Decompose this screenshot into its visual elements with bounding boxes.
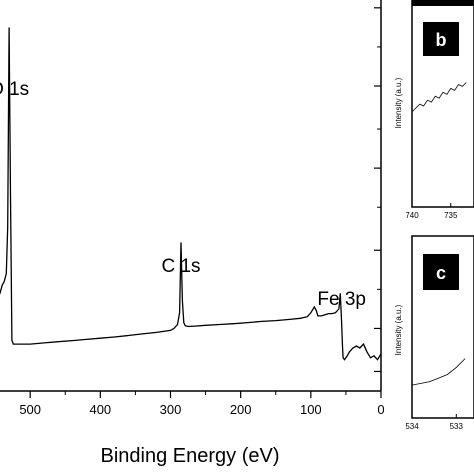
peak-annotation: C 1s: [161, 256, 200, 277]
inset-x-tick-label: 740: [405, 211, 419, 220]
peak-annotation: O 1s: [0, 79, 29, 100]
main-right-y-ticks: [374, 7, 381, 373]
inset-b-y-label: Intensity (a.u.): [394, 77, 403, 128]
inset-panel-c: c Intensity (a.u.) 534 533: [394, 235, 474, 431]
inset-c-spectrum-line: [411, 358, 466, 386]
x-axis-title: Binding Energy (eV): [101, 445, 280, 467]
x-tick-label: 400: [89, 402, 111, 417]
inset-c-x-ticks: 534 533: [405, 414, 464, 431]
inset-b-spectrum-line: [411, 82, 467, 113]
main-x-ticks: 500 400 300 200 100 0: [19, 391, 385, 417]
panel-c-badge: [423, 254, 459, 290]
x-tick-label: 200: [230, 402, 252, 417]
inset-b-top-bar: [412, 0, 474, 6]
x-tick-label: 500: [19, 402, 41, 417]
inset-panel-b: b Intensity (a.u.) 740 735: [394, 0, 474, 220]
x-tick-label: 0: [377, 402, 384, 417]
inset-c-y-label: Intensity (a.u.): [394, 304, 403, 355]
peak-annotation: Fe 3p: [317, 289, 366, 310]
peak-annotations: O 1s C 1s Fe 3p: [0, 79, 366, 310]
inset-x-tick-label: 534: [405, 422, 419, 431]
inset-x-tick-label: 533: [450, 422, 464, 431]
inset-x-tick-label: 735: [444, 211, 458, 220]
x-tick-label: 100: [300, 402, 322, 417]
x-tick-label: 300: [160, 402, 182, 417]
inset-b-x-ticks: 740 735: [405, 203, 458, 220]
panel-b-badge: [423, 22, 459, 56]
survey-spectrum-line: [0, 27, 382, 361]
panel-b-letter: b: [436, 30, 447, 50]
main-survey-panel: 500 400 300 200 100 0 O 1s C 1s Fe 3p Binding E…: [0, 0, 385, 467]
panel-c-letter: c: [436, 263, 446, 283]
